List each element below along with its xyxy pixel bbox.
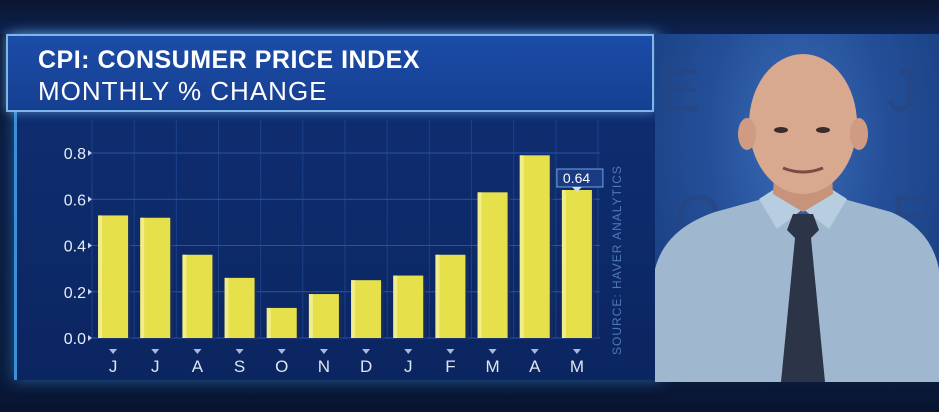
presenter-figure — [655, 54, 939, 382]
bar — [140, 217, 171, 338]
data-label-pointer — [571, 187, 582, 192]
data-label: 0.64 — [563, 170, 590, 186]
x-tick-marker — [404, 349, 413, 354]
x-tick-label: J — [151, 357, 160, 376]
x-tick-marker — [446, 349, 455, 354]
presenter-video: E J O E — [655, 34, 939, 382]
x-tick-marker — [530, 349, 539, 354]
y-tick-label: 0.4 — [64, 239, 86, 256]
x-tick-label: O — [275, 357, 288, 376]
source-label: SOURCE: HAVER ANALYTICS — [610, 165, 624, 355]
y-tick-label: 0.0 — [64, 331, 86, 348]
x-tick-marker — [488, 349, 497, 354]
bar — [98, 215, 129, 338]
x-tick-marker — [362, 349, 371, 354]
bar — [266, 307, 297, 338]
y-tick-marker — [88, 196, 92, 203]
x-tick-label: A — [192, 357, 204, 376]
y-tick-label: 0.8 — [64, 146, 86, 163]
x-tick-label: J — [404, 357, 413, 376]
bar-highlight — [435, 254, 440, 338]
bar — [435, 254, 466, 338]
x-tick-marker — [319, 349, 328, 354]
bar — [182, 254, 213, 338]
y-tick-marker — [88, 335, 92, 341]
x-tick-label: A — [529, 357, 541, 376]
x-tick-label: M — [485, 357, 499, 376]
y-tick-marker — [88, 150, 92, 156]
x-tick-marker — [193, 349, 202, 354]
bar — [519, 155, 550, 338]
bar-highlight — [519, 155, 524, 338]
top-banner — [0, 0, 939, 34]
y-tick-marker — [88, 242, 92, 249]
bar — [561, 190, 592, 338]
x-tick-label: J — [109, 357, 118, 376]
bar — [308, 294, 339, 338]
x-tick-label: D — [360, 357, 372, 376]
chart-subtitle: MONTHLY % CHANGE — [38, 76, 328, 106]
x-tick-marker — [572, 349, 581, 354]
bar-highlight — [561, 190, 566, 338]
y-tick-marker — [88, 288, 92, 295]
bar — [393, 275, 424, 338]
bar-highlight — [351, 280, 356, 338]
x-tick-label: M — [570, 357, 584, 376]
bar — [477, 192, 508, 338]
bar-highlight — [224, 277, 229, 338]
bar — [224, 277, 255, 338]
y-tick-label: 0.2 — [64, 285, 86, 302]
y-tick-label: 0.6 — [64, 192, 86, 209]
bar-highlight — [477, 192, 482, 338]
x-tick-label: N — [318, 357, 330, 376]
bar-highlight — [140, 217, 145, 338]
x-tick-marker — [235, 349, 244, 354]
chart-title: CPI: CONSUMER PRICE INDEX — [38, 46, 420, 74]
bar — [351, 280, 382, 338]
bar-highlight — [182, 254, 187, 338]
bar-highlight — [308, 294, 313, 338]
bar-highlight — [266, 307, 271, 338]
x-tick-marker — [151, 349, 160, 354]
bar-highlight — [98, 215, 103, 338]
x-tick-label: S — [234, 357, 245, 376]
x-tick-label: F — [445, 357, 455, 376]
backdrop-letter: E — [661, 57, 702, 124]
title-box: CPI: CONSUMER PRICE INDEX MONTHLY % CHAN… — [6, 34, 654, 112]
x-tick-marker — [109, 349, 118, 354]
bar-highlight — [393, 275, 398, 338]
x-tick-marker — [277, 349, 286, 354]
backdrop-letter: J — [887, 57, 917, 124]
bottom-banner — [0, 382, 939, 412]
